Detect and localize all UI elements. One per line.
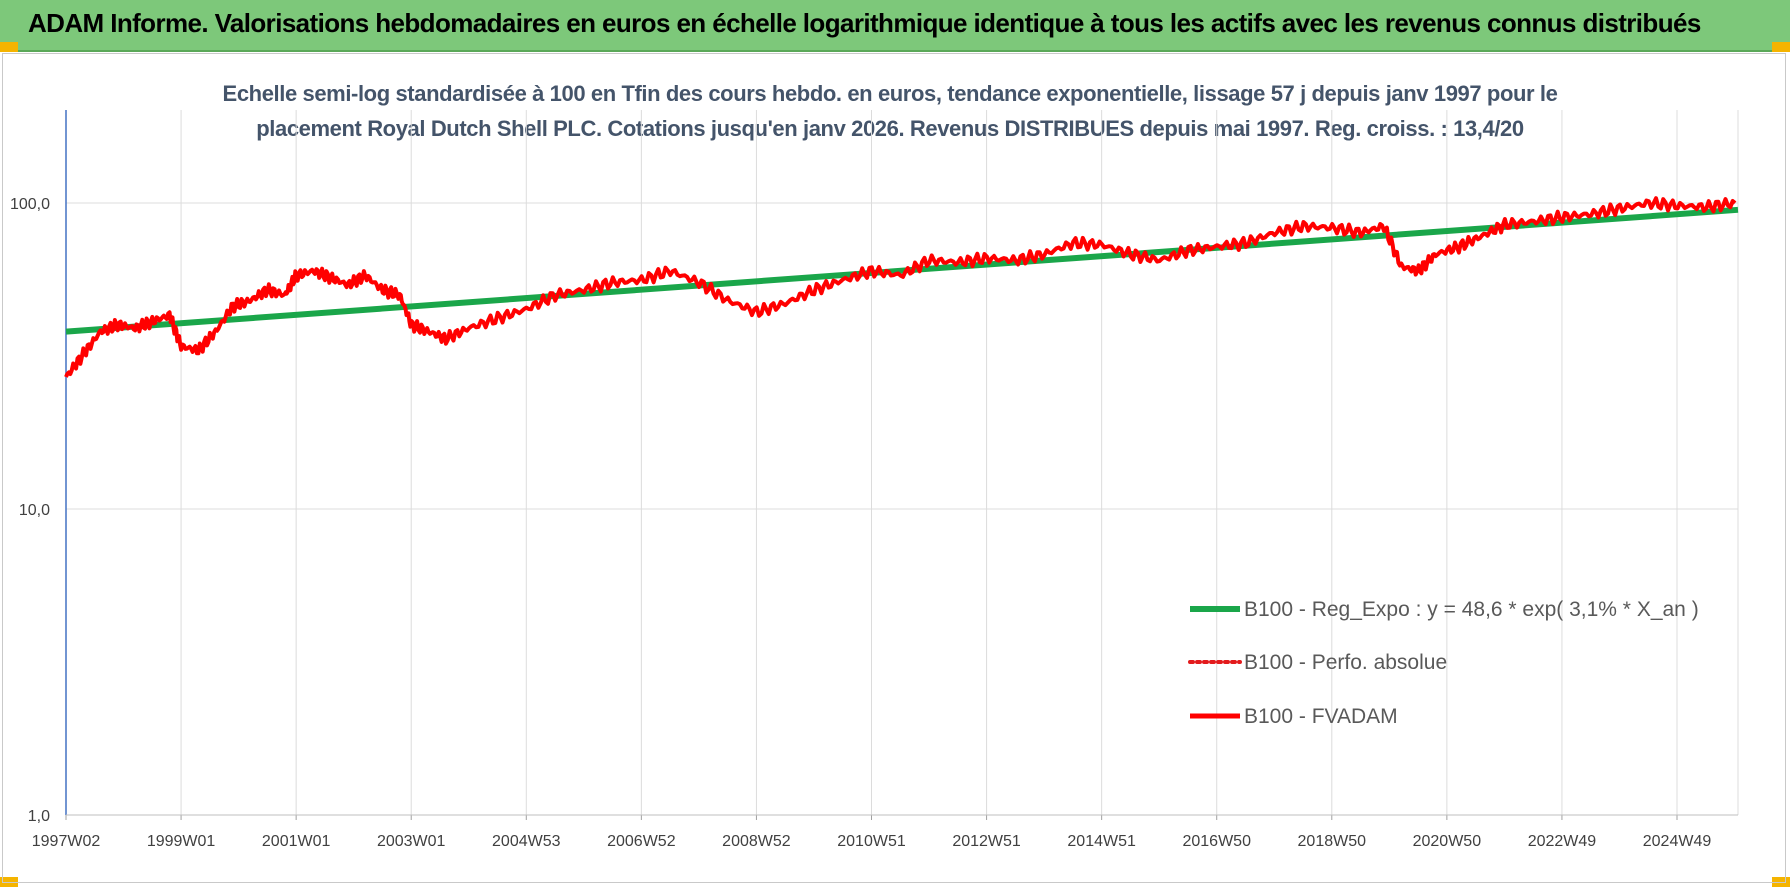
series-line-fvadam bbox=[64, 196, 1737, 378]
series-line-trend bbox=[65, 206, 1739, 335]
x-tick-label: 2018W50 bbox=[1298, 833, 1367, 850]
x-tick-label: 2020W50 bbox=[1413, 833, 1482, 850]
x-tick-label: 2016W50 bbox=[1182, 833, 1251, 850]
x-tick-label: 1999W01 bbox=[147, 833, 216, 850]
x-tick-label: 2006W52 bbox=[607, 833, 676, 850]
y-tick-label: 1,0 bbox=[28, 808, 50, 825]
x-tick-label: 2008W52 bbox=[722, 833, 791, 850]
corner-marker-top-right bbox=[1772, 42, 1790, 52]
x-tick-label: 2010W51 bbox=[837, 833, 906, 850]
x-tick-label: 1997W02 bbox=[32, 833, 101, 850]
legend-label: B100 - Perfo. absolue bbox=[1244, 651, 1447, 674]
chart-title-line-1: Echelle semi-log standardisée à 100 en T… bbox=[222, 81, 1558, 106]
chart-title-line-2: placement Royal Dutch Shell PLC. Cotatio… bbox=[256, 116, 1524, 141]
legend-label: B100 - FVADAM bbox=[1244, 705, 1398, 728]
corner-marker-top-left bbox=[0, 42, 18, 52]
x-tick-label: 2024W49 bbox=[1643, 833, 1712, 850]
banner-title: ADAM Informe. Valorisations hebdomadaire… bbox=[28, 8, 1701, 38]
x-tick-label: 2022W49 bbox=[1528, 833, 1597, 850]
x-tick-label: 2014W51 bbox=[1067, 833, 1136, 850]
legend-label: B100 - Reg_Expo : y = 48,6 * exp( 3,1% *… bbox=[1244, 598, 1699, 621]
chart-title: Echelle semi-log standardisée à 100 en T… bbox=[180, 76, 1600, 146]
x-tick-label: 2004W53 bbox=[492, 833, 561, 850]
x-tick-label: 2003W01 bbox=[377, 833, 446, 850]
x-tick-label: 2012W51 bbox=[952, 833, 1021, 850]
chart-frame bbox=[2, 53, 1786, 883]
y-tick-label: 100,0 bbox=[10, 196, 50, 213]
x-tick-label: 2001W01 bbox=[262, 833, 331, 850]
banner: ADAM Informe. Valorisations hebdomadaire… bbox=[0, 0, 1790, 52]
y-tick-label: 10,0 bbox=[19, 502, 50, 519]
